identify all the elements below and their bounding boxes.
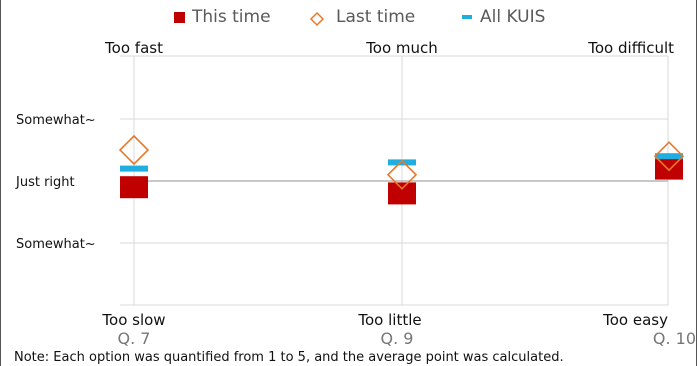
legend-marker-all-kuis <box>462 15 472 19</box>
legend-label-this-time: This time <box>191 7 271 27</box>
top-label: Too difficult <box>587 39 674 57</box>
point-last-time <box>386 159 418 190</box>
y-axis-labels: Somewhat~ Just right Somewhat~ <box>15 113 96 252</box>
category-label: Q. 10 <box>653 329 696 348</box>
category-labels: Q. 7 Q. 9 Q. 10 <box>118 329 696 348</box>
top-label: Too fast <box>104 39 163 57</box>
legend: This time Last time All KUIS <box>174 7 545 27</box>
bottom-label: Too easy <box>602 311 668 329</box>
point-this-time <box>388 182 416 205</box>
category-label: Q. 9 <box>381 329 414 348</box>
legend-marker-this-time <box>174 12 185 23</box>
category-label: Q. 7 <box>118 329 151 348</box>
point-this-time <box>120 176 148 199</box>
legend-label-all-kuis: All KUIS <box>480 7 545 27</box>
point-all-kuis <box>120 165 148 172</box>
bottom-label: Too slow <box>101 311 165 329</box>
legend-marker-last-time <box>309 11 325 27</box>
point-last-time <box>118 134 150 166</box>
top-labels: Too fast Too much Too difficult <box>104 39 674 57</box>
point-last-time <box>653 141 685 172</box>
data-marks <box>118 134 685 205</box>
legend-label-last-time: Last time <box>336 7 415 27</box>
point-all-kuis <box>655 153 683 160</box>
footnote: Note: Each option was quantified from 1 … <box>14 350 564 365</box>
point-all-kuis <box>388 159 416 166</box>
y-tick-label: Somewhat~ <box>16 237 96 252</box>
y-tick-label: Somewhat~ <box>16 113 96 128</box>
top-label: Too much <box>365 39 438 57</box>
bottom-label: Too little <box>357 311 421 329</box>
y-tick-label: Just right <box>15 175 75 190</box>
bottom-labels: Too slow Too little Too easy <box>101 311 668 329</box>
